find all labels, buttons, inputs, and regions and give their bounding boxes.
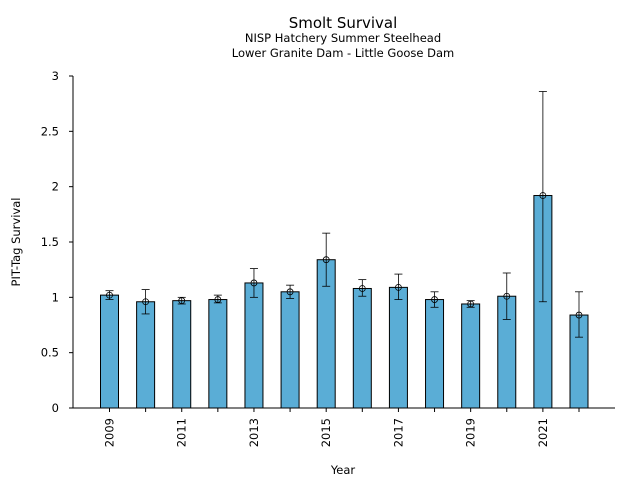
bar (426, 300, 444, 408)
bar (281, 292, 299, 408)
chart-root: Smolt Survival NISP Hatchery Summer Stee… (0, 0, 640, 480)
chart-title: Smolt Survival (289, 14, 398, 32)
chart-subtitle-line-1: NISP Hatchery Summer Steelhead (245, 31, 441, 45)
y-tick-label: 2 (52, 180, 59, 194)
bar (173, 301, 191, 408)
x-tick-label: 2013 (247, 418, 261, 447)
chart-svg: Smolt Survival NISP Hatchery Summer Stee… (0, 0, 640, 480)
bar (462, 304, 480, 408)
bar (389, 287, 407, 408)
y-axis: 0 0.5 1 1.5 2 2.5 3 (41, 69, 73, 415)
y-tick-label: 0 (52, 401, 59, 415)
chart-subtitle-line-2: Lower Granite Dam - Little Goose Dam (232, 46, 454, 60)
x-tick-label: 2011 (175, 418, 189, 447)
x-tick-label: 2015 (319, 418, 333, 447)
bars (101, 196, 589, 408)
x-axis: 2009 2011 2013 2015 2017 2019 2021 (73, 408, 615, 447)
x-axis-label: Year (330, 463, 356, 477)
bar (137, 302, 155, 408)
bar (353, 288, 371, 408)
y-tick-label: 0.5 (41, 346, 59, 360)
bar (245, 283, 263, 408)
y-tick-label: 1 (52, 290, 59, 304)
y-tick-label: 1.5 (41, 235, 59, 249)
x-tick-label: 2019 (464, 418, 478, 447)
y-axis-label: PIT-Tag Survival (9, 198, 23, 287)
bar (209, 300, 227, 408)
y-tick-label: 2.5 (41, 124, 59, 138)
y-tick-label: 3 (52, 69, 59, 83)
x-tick-label: 2009 (103, 418, 117, 447)
bar (101, 295, 119, 408)
x-tick-label: 2021 (536, 418, 550, 447)
x-tick-label: 2017 (391, 418, 405, 447)
